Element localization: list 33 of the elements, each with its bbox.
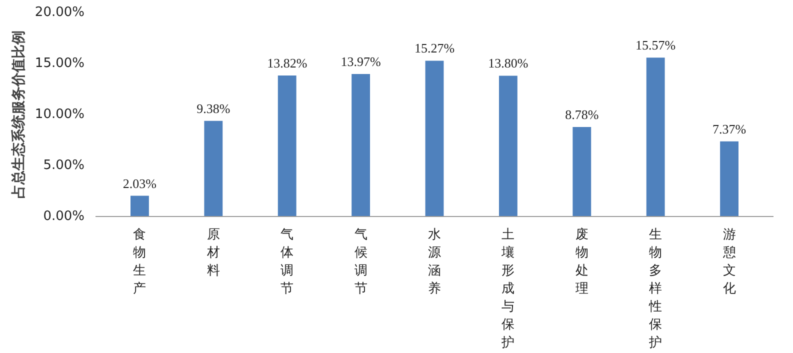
bar bbox=[130, 196, 149, 216]
x-tick-label: 原材料 bbox=[206, 228, 220, 278]
bar bbox=[646, 58, 665, 216]
y-tick-label: 15.00% bbox=[34, 56, 85, 71]
data-label: 8.78% bbox=[565, 106, 599, 122]
y-tick-label: 0.00% bbox=[43, 209, 85, 224]
y-tick-label: 10.00% bbox=[34, 107, 85, 122]
y-axis-title: 占总生态系统服务价值比例 bbox=[10, 30, 27, 198]
x-tick-label: 水源涵养 bbox=[428, 228, 441, 296]
x-tick-label: 气候调节 bbox=[354, 228, 368, 296]
data-label: 15.57% bbox=[636, 38, 676, 53]
data-label: 15.27% bbox=[414, 40, 455, 56]
data-label: 2.03% bbox=[122, 176, 157, 191]
data-label: 13.82% bbox=[267, 56, 308, 71]
x-tick-label: 气体调节 bbox=[280, 228, 294, 296]
bar bbox=[425, 60, 444, 216]
bar bbox=[720, 141, 738, 216]
x-tick-label: 食物生产 bbox=[133, 228, 146, 296]
y-tick-label: 5.00% bbox=[43, 158, 85, 173]
data-label: 7.37% bbox=[712, 121, 746, 136]
bar bbox=[204, 120, 223, 216]
bar bbox=[352, 74, 370, 216]
bar bbox=[572, 126, 592, 216]
bar bbox=[278, 76, 296, 216]
x-tick-label: 土壤形成与保护 bbox=[500, 228, 515, 350]
x-tick-label: 游憩文化 bbox=[722, 228, 736, 296]
y-tick-label: 20.00% bbox=[34, 5, 85, 20]
x-tick-label: 生物多样性保护 bbox=[648, 228, 662, 350]
data-label: 9.38% bbox=[196, 100, 230, 116]
x-tick-label: 废物处理 bbox=[575, 228, 588, 296]
bar bbox=[498, 76, 518, 216]
data-label: 13.80% bbox=[488, 56, 528, 71]
data-label: 13.97% bbox=[340, 54, 382, 70]
